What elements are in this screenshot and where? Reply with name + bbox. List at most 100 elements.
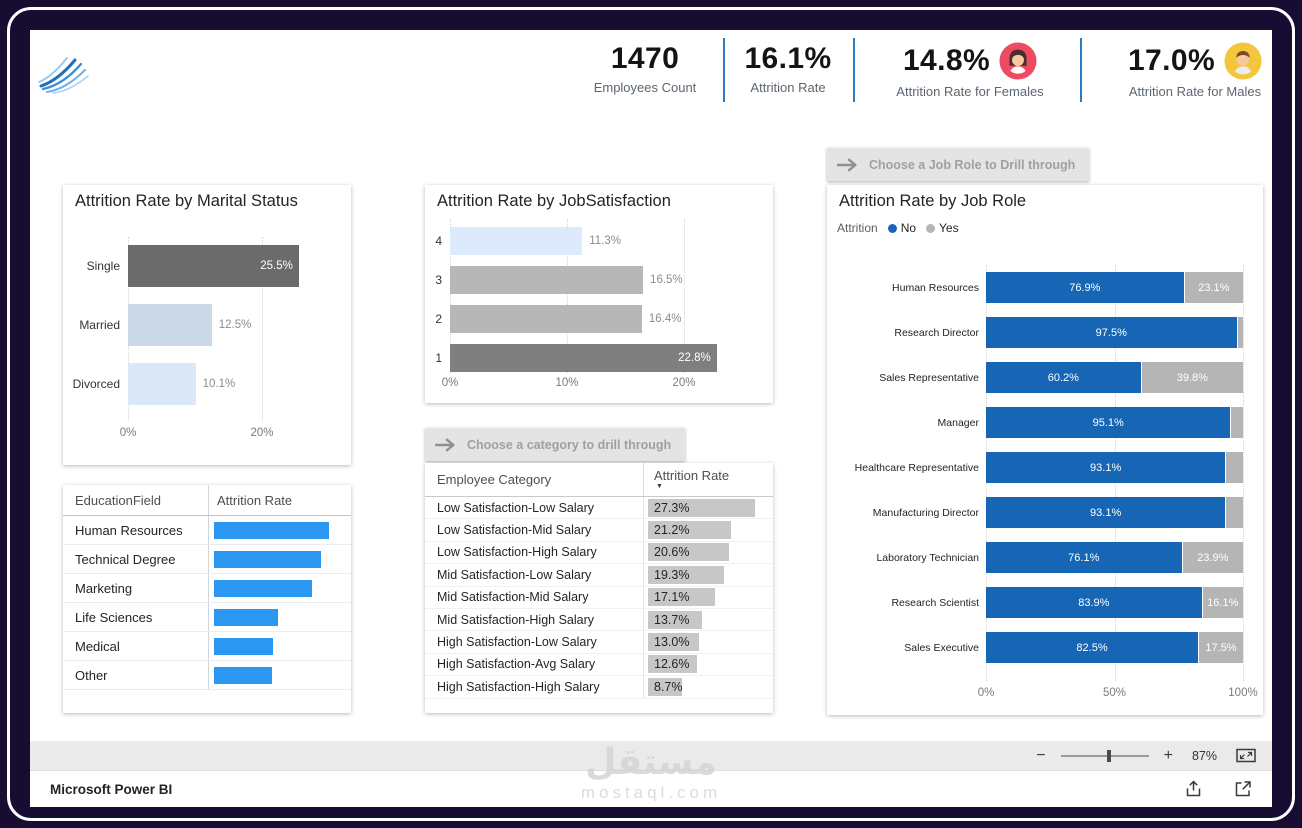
employee-category-row[interactable]: Mid Satisfaction-Low Salary 19.3% <box>425 564 773 587</box>
zoom-slider[interactable] <box>1060 749 1149 763</box>
employee-category-row[interactable]: Low Satisfaction-Low Salary 27.3% <box>425 497 773 520</box>
bar-no-research-scientist[interactable]: 83.9% <box>986 587 1202 618</box>
bar-yes-healthcare-representative[interactable] <box>1226 452 1243 483</box>
kpi-label: Attrition Rate for Males <box>1128 84 1262 99</box>
bar-no-manager[interactable]: 95.1% <box>986 407 1231 438</box>
bar-yes-laboratory-technician[interactable]: 23.9% <box>1182 542 1243 573</box>
job-role-plot: 0% 50% 100% Human Resources 76.9% 23.1% Resear… <box>827 185 1263 715</box>
bar-no-sales-representative[interactable]: 60.2% <box>986 362 1141 393</box>
zoom-out-button[interactable]: − <box>1036 746 1046 764</box>
category-label: Healthcare Representative <box>854 461 979 474</box>
bar-single[interactable] <box>128 245 299 287</box>
bar-2[interactable] <box>450 305 642 333</box>
zoom-slider-handle[interactable] <box>1106 749 1111 762</box>
category-label: 1 <box>435 351 442 365</box>
education-row-marketing[interactable]: Marketing <box>63 574 351 603</box>
legend-item-yes[interactable]: Yes <box>926 221 959 235</box>
kpi-divider <box>1080 38 1082 102</box>
education-row-other[interactable]: Other <box>63 661 351 690</box>
employee-category-row[interactable]: Low Satisfaction-Mid Salary 21.2% <box>425 519 773 542</box>
employee-category-row[interactable]: Mid Satisfaction-High Salary 13.7% <box>425 608 773 632</box>
value-label: 16.4% <box>648 313 682 325</box>
report-content: 1470 Employees Count 16.1% Attrition Rate 14… <box>30 30 1272 807</box>
bar-divorced[interactable] <box>128 363 196 405</box>
axis-tick-label: 0% <box>441 377 459 389</box>
legend-item-no[interactable]: No <box>887 221 916 235</box>
bar-yes-research-scientist[interactable]: 16.1% <box>1202 587 1243 618</box>
drill-through-category-button[interactable]: Choose a category to drill through <box>425 428 685 461</box>
kpi-divider <box>853 38 855 102</box>
value-label: 13.0% <box>654 635 690 650</box>
bar-yes-manufacturing-director[interactable] <box>1226 497 1243 528</box>
bar-no-manufacturing-director[interactable]: 93.1% <box>986 497 1226 528</box>
attrition-data-bar <box>214 550 321 568</box>
employee-category-row[interactable]: High Satisfaction-Low Salary 13.0% <box>425 631 773 654</box>
attrition-data-bar <box>214 608 278 626</box>
employee-category-row[interactable]: Low Satisfaction-High Salary 20.6% <box>425 541 773 565</box>
bar-no-sales-executive[interactable]: 82.5% <box>986 632 1199 663</box>
gridline <box>450 219 451 373</box>
attrition-data-bar <box>214 666 272 684</box>
fit-to-screen-button[interactable] <box>1236 748 1256 763</box>
attrition-rate-cell: 19.3% <box>643 564 773 586</box>
zoom-in-button[interactable]: + <box>1163 746 1173 764</box>
attrition-data-bar <box>648 498 755 517</box>
employee-category-row[interactable]: High Satisfaction-High Salary 8.7% <box>425 676 773 699</box>
education-row-medical[interactable]: Medical <box>63 632 351 661</box>
bar-yes-manager[interactable] <box>1231 407 1243 438</box>
attrition-rate-cell <box>208 632 351 660</box>
attrition-rate-cell <box>208 603 351 631</box>
kpi-attrition-rate-for-females: 14.8% Attrition Rate for Females <box>858 42 1082 99</box>
category-label: Divorced <box>72 377 120 391</box>
attrition-data-bar <box>648 543 729 562</box>
drill-through-job-role-button[interactable]: Choose a Job Role to Drill through <box>827 148 1089 181</box>
open-in-new-icon[interactable] <box>1234 780 1252 798</box>
kpi-employees-count: 1470 Employees Count <box>555 42 735 95</box>
bar-no-research-director[interactable]: 97.5% <box>986 317 1237 348</box>
app-bar-icons <box>1184 780 1252 798</box>
column-header-employee-category[interactable]: Employee Category <box>437 472 552 487</box>
kpi-value: 16.1% <box>744 42 832 75</box>
bar-married[interactable] <box>128 304 212 346</box>
axis-tick-label: 10% <box>555 377 579 389</box>
education-row-human-resources[interactable]: Human Resources <box>63 516 351 545</box>
column-header-attrition-rate[interactable]: Attrition Rate <box>208 485 351 515</box>
bar-yes-sales-representative[interactable]: 39.8% <box>1141 362 1243 393</box>
share-icon[interactable] <box>1184 780 1204 798</box>
bar-1[interactable] <box>450 344 717 372</box>
education-row-technical-degree[interactable]: Technical Degree <box>63 545 351 574</box>
value-label: 25.5% <box>260 260 293 272</box>
bar-no-healthcare-representative[interactable]: 93.1% <box>986 452 1226 483</box>
bar-no-human-resources[interactable]: 76.9% <box>986 272 1184 303</box>
card-attrition-by-job-satisfaction: Attrition Rate by JobSatisfaction 0% 10% 2… <box>425 185 773 403</box>
bar-3[interactable] <box>450 266 644 294</box>
bar-no-laboratory-technician[interactable]: 76.1% <box>986 542 1182 573</box>
attrition-rate-cell <box>208 516 351 544</box>
education-row-life-sciences[interactable]: Life Sciences <box>63 603 351 632</box>
bar-yes-sales-executive[interactable]: 17.5% <box>1199 632 1243 663</box>
attrition-data-bar <box>214 521 329 539</box>
attrition-rate-cell: 27.3% <box>643 497 773 519</box>
column-header-attrition-rate[interactable]: Attrition Rate ▼ <box>643 463 773 496</box>
employee-category-row[interactable]: Mid Satisfaction-Mid Salary 17.1% <box>425 586 773 609</box>
attrition-data-bar <box>214 637 273 655</box>
arrow-right-icon <box>435 438 457 452</box>
bar-yes-human-resources[interactable]: 23.1% <box>1184 272 1243 303</box>
gridline <box>684 219 685 373</box>
education-field-cell: Life Sciences <box>75 609 153 625</box>
category-label: 3 <box>435 273 442 287</box>
employee-category-row[interactable]: High Satisfaction-Avg Salary 12.6% <box>425 653 773 677</box>
value-label: 13.7% <box>654 612 690 627</box>
attrition-rate-cell: 17.1% <box>643 586 773 608</box>
education-field-cell: Medical <box>75 638 120 654</box>
category-label: Single <box>86 259 120 273</box>
bar-4[interactable] <box>450 227 583 255</box>
attrition-data-bar <box>648 521 731 540</box>
bar-yes-research-director[interactable] <box>1237 317 1243 348</box>
column-header-education-field[interactable]: EducationField <box>75 492 161 508</box>
attrition-rate-cell: 8.7% <box>643 676 773 698</box>
category-label: 4 <box>435 234 442 248</box>
value-label: 22.8% <box>678 352 711 364</box>
value-label: 17.1% <box>654 590 690 605</box>
